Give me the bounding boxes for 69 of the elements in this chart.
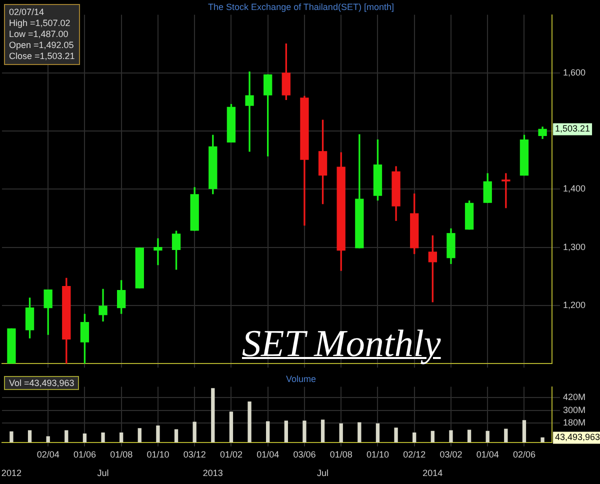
- bar: [412, 432, 416, 442]
- bar: [540, 437, 544, 442]
- bar: [339, 423, 343, 442]
- bar: [101, 432, 105, 442]
- y-tick-label: 300M: [563, 404, 586, 415]
- y-tick-label: 420M: [563, 392, 586, 402]
- bar: [120, 432, 124, 442]
- annotation: Vol =43,493,963: [9, 378, 74, 388]
- annotation: High =1,507.02: [9, 18, 72, 29]
- annotation: Close =1,503.21: [9, 51, 75, 62]
- x-tick-label: 03/02: [440, 449, 462, 460]
- bar: [266, 421, 270, 442]
- x2-tick-label: 2012: [1, 468, 22, 478]
- x-tick-label: 01/08: [110, 449, 133, 460]
- x-tick-label: 01/02: [220, 449, 242, 460]
- bar: [174, 429, 178, 442]
- bar: [358, 422, 362, 442]
- y-tick-label: 1,600: [563, 67, 586, 78]
- y-tick-label: 180M: [563, 418, 586, 428]
- x2-tick-label: 2014: [422, 468, 443, 478]
- x-tick-label: 02/04: [36, 449, 60, 460]
- bar: [229, 412, 234, 442]
- bar: [192, 422, 196, 442]
- bar: [486, 430, 490, 442]
- bar: [449, 430, 453, 442]
- text: SET Monthly: [242, 322, 441, 366]
- bar: [320, 420, 325, 442]
- x-tick-label: 02/12: [403, 449, 426, 460]
- annotation: 1,503.21: [555, 124, 590, 134]
- y-tick-label: 1,200: [563, 300, 586, 310]
- bar: [211, 388, 215, 442]
- bar: [46, 436, 50, 442]
- x-tick-label: 03/12: [183, 449, 206, 460]
- bar: [82, 434, 87, 442]
- bar: [467, 430, 472, 442]
- annotation: Low =1,487.00: [9, 29, 70, 40]
- x2-tick-label: Jul: [317, 468, 329, 478]
- bar: [156, 425, 160, 442]
- x-tick-label: 01/10: [366, 449, 389, 460]
- x2-tick-label: Jul: [97, 468, 109, 478]
- annotation: 02/07/14: [9, 7, 46, 18]
- chart-title: Volume: [286, 374, 316, 384]
- y-tick-label: 1,300: [563, 242, 586, 252]
- candlestick: [7, 328, 16, 364]
- bar: [138, 428, 142, 442]
- chart-title: The Stock Exchange of Thailand(SET) [month]: [208, 2, 394, 12]
- bar: [522, 420, 526, 442]
- x-tick-label: 01/10: [146, 449, 170, 460]
- bar: [10, 431, 14, 442]
- bar: [430, 430, 434, 442]
- bar: [376, 423, 380, 442]
- x-tick-label: 01/06: [73, 449, 96, 460]
- x-tick-label: 01/04: [476, 449, 499, 460]
- x-tick-label: 02/06: [512, 449, 536, 460]
- bar: [302, 420, 306, 442]
- bar: [504, 428, 508, 442]
- bar: [248, 401, 252, 442]
- x-tick-label: 03/06: [293, 449, 316, 460]
- x-tick-label: 01/08: [330, 449, 352, 460]
- candlestick: [135, 248, 144, 288]
- bar: [284, 420, 288, 442]
- bar: [394, 428, 398, 442]
- annotation: 43,493,963: [555, 432, 600, 442]
- annotation: Open =1,492.05: [9, 40, 75, 51]
- x2-tick-label: 2013: [202, 468, 223, 478]
- bar: [64, 430, 68, 442]
- bar: [28, 430, 32, 442]
- y-tick-label: 1,400: [563, 184, 586, 194]
- x-tick-label: 01/04: [256, 449, 280, 460]
